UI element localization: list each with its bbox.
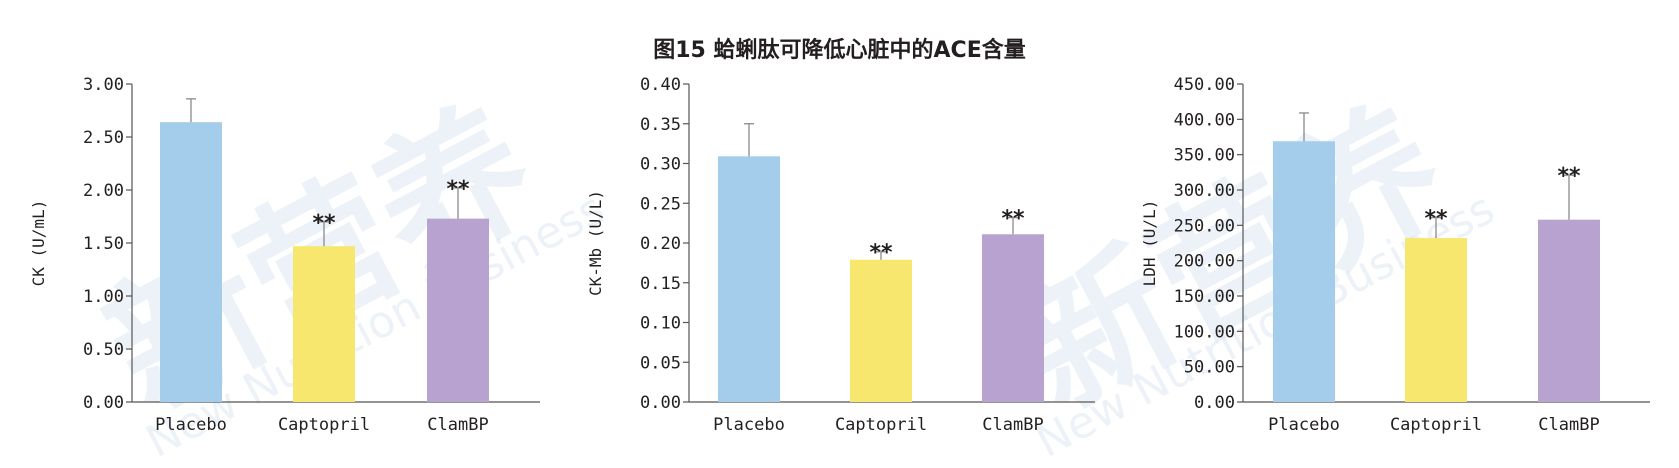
figure-title: 图15 蛤蜊肽可降低心脏中的ACE含量 bbox=[653, 38, 1026, 63]
x-category-label: Placebo bbox=[713, 415, 785, 435]
y-axis-label: LDH (U/L) bbox=[1140, 200, 1159, 287]
y-tick-label: 0.25 bbox=[640, 194, 681, 214]
y-tick-label: 0.00 bbox=[640, 393, 681, 413]
bar-captopril bbox=[293, 246, 355, 402]
significance-marker: ** bbox=[1001, 207, 1025, 232]
bar-placebo bbox=[718, 156, 780, 402]
y-tick-label: 0.10 bbox=[640, 314, 681, 334]
y-tick-label: 0.00 bbox=[83, 393, 124, 413]
x-category-label: Captopril bbox=[1390, 415, 1482, 435]
significance-marker: ** bbox=[869, 241, 893, 266]
y-tick-label: 2.00 bbox=[83, 181, 124, 201]
bar-placebo bbox=[1273, 141, 1335, 403]
significance-marker: ** bbox=[312, 211, 336, 236]
y-tick-label: 50.00 bbox=[1184, 358, 1235, 378]
y-tick-label: 0.20 bbox=[640, 234, 681, 254]
x-category-label: ClamBP bbox=[982, 415, 1043, 435]
y-tick-label: 2.50 bbox=[83, 128, 124, 148]
y-tick-label: 0.05 bbox=[640, 353, 681, 373]
y-tick-label: 0.30 bbox=[640, 155, 681, 175]
x-category-label: Captopril bbox=[278, 415, 370, 435]
x-category-label: ClamBP bbox=[427, 415, 488, 435]
bar-clambp bbox=[427, 218, 489, 402]
y-tick-label: 100.00 bbox=[1174, 322, 1235, 342]
y-tick-label: 1.00 bbox=[83, 287, 124, 307]
y-axis-label: CK-Mb (U/L) bbox=[586, 190, 605, 296]
x-category-label: Captopril bbox=[835, 415, 927, 435]
bar-captopril bbox=[1405, 238, 1467, 402]
x-category-label: Placebo bbox=[155, 415, 227, 435]
bar-clambp bbox=[982, 234, 1044, 402]
bar-captopril bbox=[850, 259, 912, 402]
y-tick-label: 400.00 bbox=[1174, 110, 1235, 130]
y-tick-label: 0.40 bbox=[640, 75, 681, 95]
x-category-label: Placebo bbox=[1268, 415, 1340, 435]
x-category-label: ClamBP bbox=[1538, 415, 1599, 435]
y-tick-label: 150.00 bbox=[1174, 287, 1235, 307]
significance-marker: ** bbox=[1557, 164, 1581, 189]
y-tick-label: 300.00 bbox=[1174, 181, 1235, 201]
y-tick-label: 350.00 bbox=[1174, 146, 1235, 166]
y-tick-label: 3.00 bbox=[83, 75, 124, 95]
y-axis-label: CK (U/mL) bbox=[29, 200, 48, 287]
y-tick-label: 0.35 bbox=[640, 115, 681, 135]
y-tick-label: 0.00 bbox=[1194, 393, 1235, 413]
significance-marker: ** bbox=[1424, 207, 1448, 232]
significance-marker: ** bbox=[446, 177, 470, 202]
charts-svg: 0.00 0.50 1.00 1.50 2.00 2.50 3.00 CK (U/mL) Pla… bbox=[29, 75, 1650, 435]
bar-clambp bbox=[1538, 219, 1600, 402]
y-tick-label: 200.00 bbox=[1174, 252, 1235, 272]
y-tick-label: 1.50 bbox=[83, 234, 124, 254]
y-tick-label: 0.50 bbox=[83, 340, 124, 360]
y-tick-label: 0.15 bbox=[640, 274, 681, 294]
y-tick-label: 250.00 bbox=[1174, 216, 1235, 236]
y-tick-label: 450.00 bbox=[1174, 75, 1235, 95]
bar-placebo bbox=[160, 122, 222, 402]
